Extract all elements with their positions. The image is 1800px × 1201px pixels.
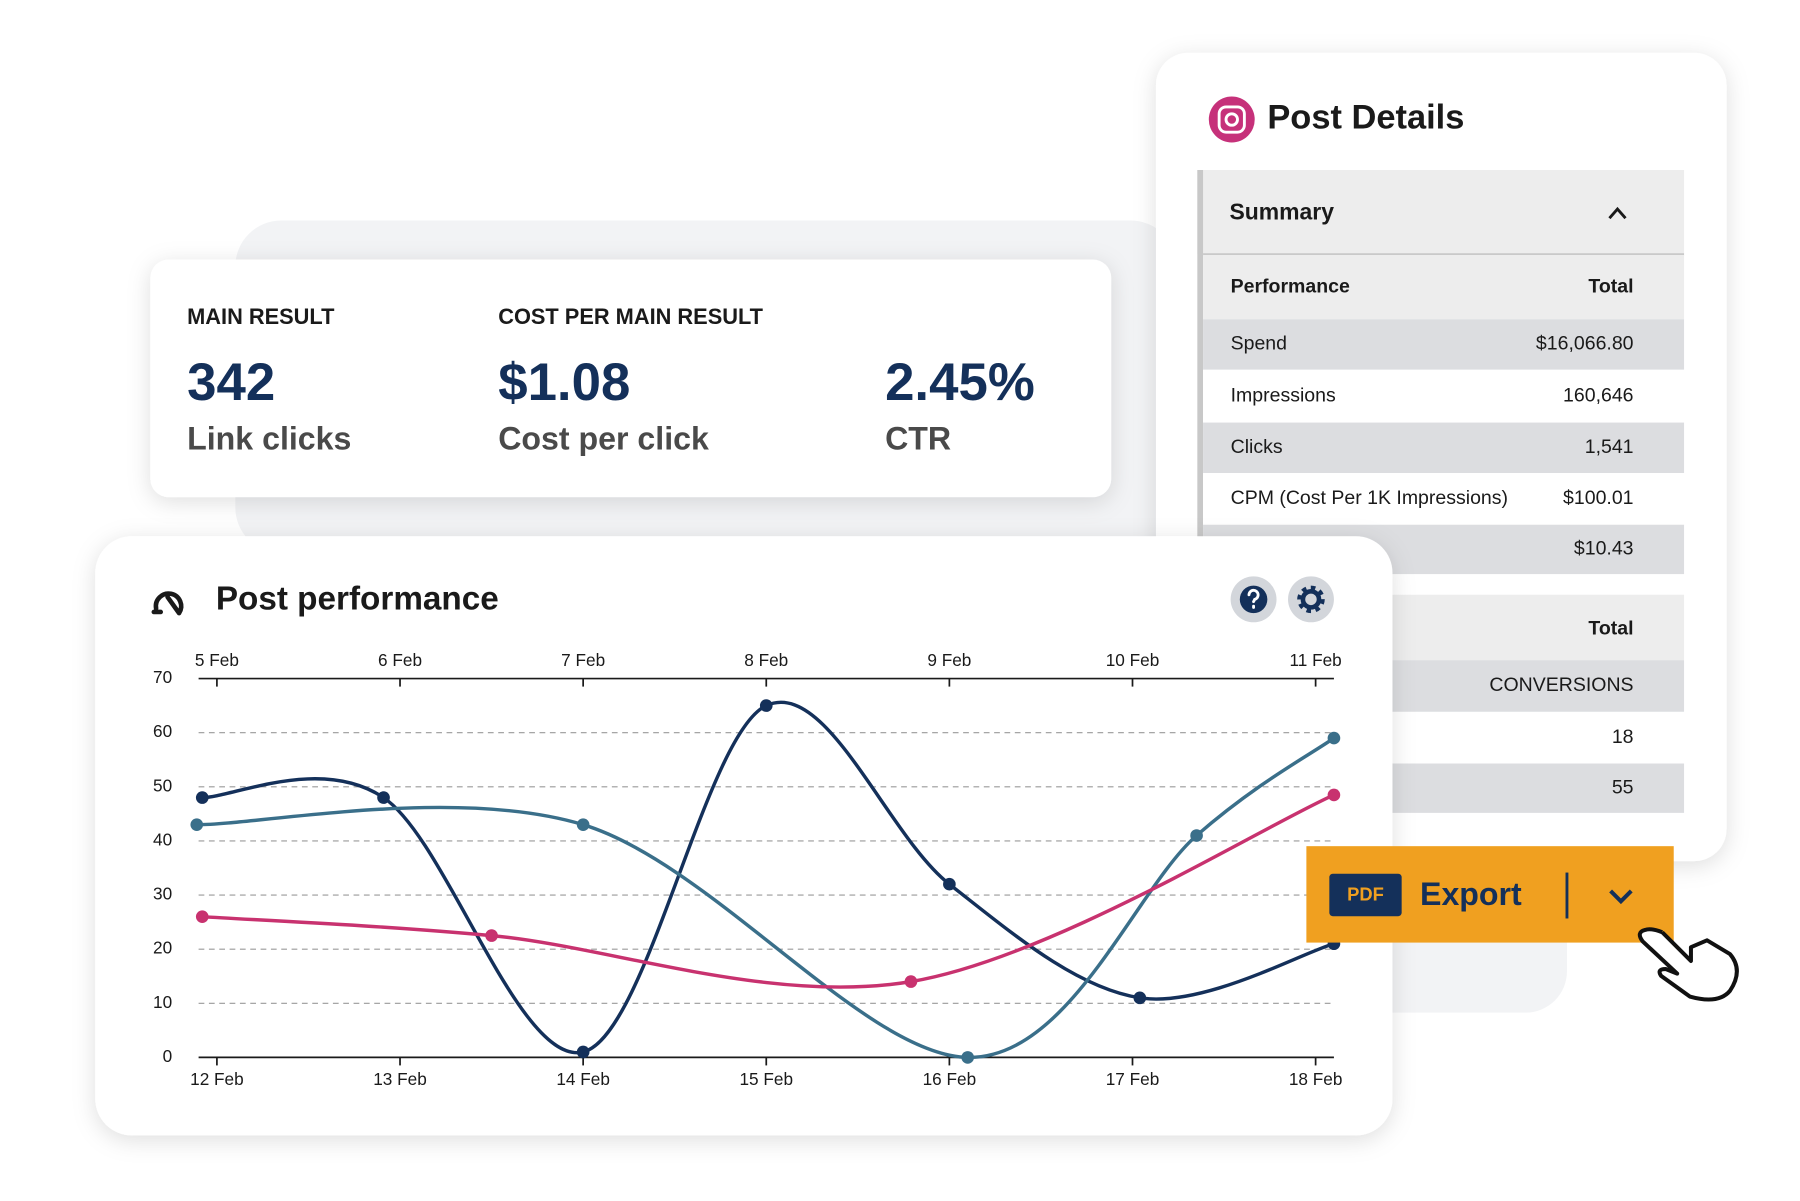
column-header: Performance xyxy=(1231,275,1350,297)
settings-icon xyxy=(1300,589,1322,610)
row-value: 160,646 xyxy=(1563,384,1634,406)
table-row xyxy=(1203,473,1685,525)
kpi-caption: CTR xyxy=(885,420,951,456)
row-label: Clicks xyxy=(1231,436,1283,458)
row-label: Impressions xyxy=(1231,384,1336,406)
data-point xyxy=(190,818,204,831)
x2-tick-label: 6 Feb xyxy=(378,650,422,670)
column-header: Total xyxy=(1588,617,1633,639)
export-chevron[interactable] xyxy=(1609,889,1633,905)
y-tick-label: 70 xyxy=(153,667,172,687)
kpi-value: $1.08 xyxy=(498,353,630,412)
x-tick-label: 16 Feb xyxy=(923,1069,977,1089)
row-label: CPM (Cost Per 1K Impressions) xyxy=(1231,487,1508,509)
data-point xyxy=(195,910,209,923)
row-value: $10.43 xyxy=(1574,538,1634,560)
instagram-icon xyxy=(1224,112,1239,127)
data-point xyxy=(377,791,390,804)
help-icon xyxy=(1247,588,1260,609)
data-point xyxy=(1133,991,1147,1005)
kpi-value: 342 xyxy=(187,353,275,412)
x2-tick-label: 8 Feb xyxy=(744,650,788,670)
row-value: 1,541 xyxy=(1585,436,1634,458)
accent-bar xyxy=(1197,170,1204,813)
details-title: Post Details xyxy=(1267,99,1464,137)
chart-title: Post performance xyxy=(216,580,499,617)
x-tick-label: 18 Feb xyxy=(1289,1069,1343,1089)
x-tick-label: 12 Feb xyxy=(190,1069,244,1089)
row-value: $16,066.80 xyxy=(1536,333,1634,355)
export-label: Export xyxy=(1420,876,1522,912)
row-label: Spend xyxy=(1231,333,1287,355)
data-point xyxy=(1327,731,1341,745)
row-value: CONVERSIONS xyxy=(1489,674,1633,696)
data-point xyxy=(759,699,773,712)
x2-tick-label: 11 Feb xyxy=(1289,650,1341,670)
row-value: 55 xyxy=(1612,776,1634,798)
kpi-caption: Link clicks xyxy=(187,420,351,456)
kpi-label: MAIN RESULT xyxy=(187,304,335,329)
table-header xyxy=(1203,254,1685,320)
data-point xyxy=(485,929,498,942)
details-table: Performance Total Spend $16,066.80 Impressio… xyxy=(1203,254,1685,813)
x2-tick-label: 10 Feb xyxy=(1106,650,1160,670)
summary-header[interactable] xyxy=(1197,170,1685,254)
data-point xyxy=(1327,788,1341,802)
cursor-hand xyxy=(1637,927,1739,1002)
chart-icon xyxy=(151,591,184,616)
chart-card xyxy=(95,536,1393,1136)
y-tick-label: 10 xyxy=(153,992,172,1012)
x2-tick-label: 9 Feb xyxy=(927,650,971,670)
table-row xyxy=(1203,319,1685,370)
table-row xyxy=(1203,369,1685,423)
y-tick-label: 0 xyxy=(163,1046,173,1066)
series-line xyxy=(202,700,1335,1055)
data-point xyxy=(576,1045,590,1059)
row-value: $100.01 xyxy=(1563,487,1634,509)
data-point xyxy=(904,975,918,988)
x-tick-label: 13 Feb xyxy=(373,1069,427,1089)
x2-tick-label: 7 Feb xyxy=(561,650,605,670)
settings-button[interactable] xyxy=(1288,576,1334,623)
column-header: Total xyxy=(1588,275,1633,297)
kpi-group: MAIN RESULT 342 Link clicks COST PER MAIN R… xyxy=(187,304,1035,457)
y-tick-label: 30 xyxy=(153,884,172,904)
data-point xyxy=(576,818,590,831)
x-tick-label: 14 Feb xyxy=(556,1069,610,1089)
kpi-card xyxy=(150,259,1112,498)
x-tick-label: 17 Feb xyxy=(1106,1069,1160,1089)
data-point xyxy=(943,877,956,891)
series-line xyxy=(196,736,1335,1060)
kpi-value: 2.45% xyxy=(885,353,1035,412)
data-point xyxy=(961,1051,975,1064)
instagram-icon xyxy=(1208,96,1255,143)
y-tick-label: 50 xyxy=(153,775,172,795)
pdf-badge-text: PDF xyxy=(1347,883,1384,904)
chart: 0 10 20 30 40 50 60 70 12 Feb 13 Feb 14 Feb 15 Feb 1… xyxy=(153,650,1342,1089)
kpi-label: COST PER MAIN RESULT xyxy=(498,304,763,329)
x-tick-label: 15 Feb xyxy=(739,1069,793,1089)
y-tick-label: 20 xyxy=(153,938,172,958)
table-row xyxy=(1203,422,1685,474)
collapse-chevron[interactable] xyxy=(1608,206,1627,220)
kpi-caption: Cost per click xyxy=(498,420,709,456)
row-value: 18 xyxy=(1612,726,1634,748)
series-line xyxy=(202,793,1335,989)
data-point xyxy=(195,791,209,804)
pdf-badge xyxy=(1329,873,1402,917)
y-tick-label: 60 xyxy=(153,721,172,741)
x2-tick-label: 5 Feb xyxy=(195,650,239,670)
instagram-icon xyxy=(1217,105,1246,134)
summary-label: Summary xyxy=(1229,199,1334,225)
data-point xyxy=(1190,829,1203,842)
y-tick-label: 40 xyxy=(153,829,172,849)
